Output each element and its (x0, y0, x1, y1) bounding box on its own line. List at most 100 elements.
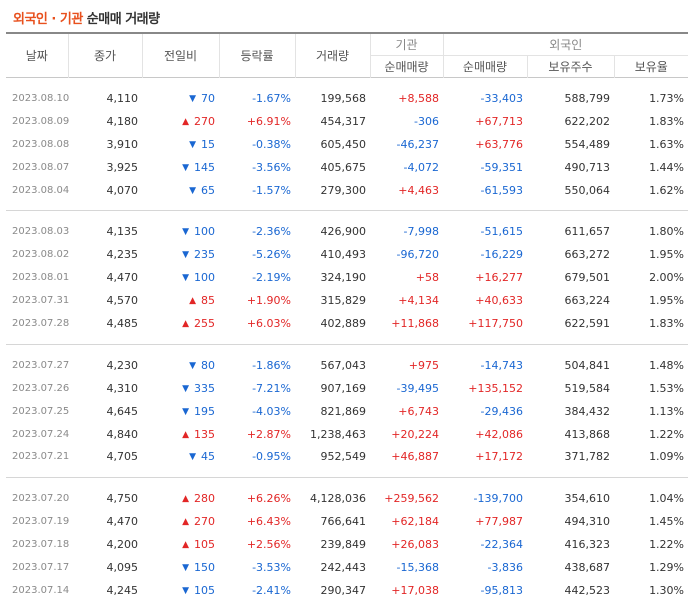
cell-holding-rate: 1.63% (649, 137, 685, 151)
cell-institution-net: -46,237 (396, 137, 439, 151)
panel-title: 외국인 · 기관 순매매 거래량 (13, 8, 160, 28)
cell-close: 3,910 (106, 137, 139, 151)
cell-holding-rate: 1.29% (649, 560, 685, 574)
down-arrow-icon: ▼ (182, 585, 189, 596)
cell-institution-net: +46,887 (391, 450, 439, 464)
cell-volume: 324,190 (320, 271, 367, 285)
cell-holdings: 679,501 (564, 271, 611, 285)
cell-close: 4,135 (106, 225, 139, 239)
cell-holdings: 588,799 (564, 91, 611, 105)
cell-foreign-net: -139,700 (473, 492, 523, 506)
cell-change-value: 15 (201, 137, 215, 151)
cell-holding-rate: 1.95% (649, 248, 685, 262)
cell-close: 4,750 (106, 492, 139, 506)
cell-institution-net: +17,038 (391, 583, 439, 597)
cell-close: 3,925 (106, 160, 139, 174)
cell-holding-rate: 1.04% (649, 492, 685, 506)
cell-change: ▼ 100 (142, 220, 219, 243)
up-arrow-icon: ▲ (182, 494, 189, 505)
header-rate: 등락률 (218, 33, 295, 78)
cell-close: 4,840 (106, 427, 139, 441)
header-foreign-group: 외국인 (442, 33, 689, 56)
cell-rate: +6.26% (246, 492, 291, 506)
cell-foreign-net: -3,836 (487, 560, 523, 574)
cell-institution-net: +4,134 (398, 294, 439, 308)
group-gap (6, 478, 688, 487)
cell-rate: -1.67% (252, 91, 291, 105)
cell-date: 2023.08.04 (12, 184, 70, 196)
cell-rate: +2.87% (246, 427, 291, 441)
cell-close: 4,235 (106, 248, 139, 262)
cell-holding-rate: 1.53% (649, 381, 685, 395)
group-gap (6, 602, 688, 611)
cell-holding-rate: 1.22% (649, 538, 685, 552)
cell-institution-net: -7,998 (403, 225, 439, 239)
cell-change: ▲ 270 (142, 510, 219, 533)
cell-foreign-net: -22,364 (480, 538, 523, 552)
cell-holdings: 490,713 (564, 160, 611, 174)
cell-volume: 279,300 (320, 183, 367, 197)
down-arrow-icon: ▼ (182, 383, 189, 394)
table-row: 2023.07.19 4,470 ▲ 270 +6.43% 766,641 +62,184 +… (6, 510, 688, 533)
cell-rate: -1.86% (252, 358, 291, 372)
table-row: 2023.07.17 4,095 ▼ 150 -3.53% 242,443 -15,368 -… (6, 556, 688, 579)
cell-institution-net: -306 (414, 114, 439, 128)
group-gap (6, 335, 688, 345)
cell-foreign-net: +77,987 (475, 515, 523, 529)
header-holding-rate: 보유율 (613, 55, 689, 78)
cell-close: 4,705 (106, 450, 139, 464)
cell-date: 2023.08.02 (12, 249, 70, 261)
cell-change: ▼ 45 (142, 445, 219, 468)
cell-date: 2023.08.09 (12, 115, 70, 127)
cell-institution-net: -4,072 (403, 160, 439, 174)
cell-rate: -7.21% (252, 381, 291, 395)
cell-foreign-net: +117,750 (468, 316, 523, 330)
header-institution-group: 기관 (369, 33, 443, 56)
down-arrow-icon: ▼ (189, 93, 196, 104)
header-institution-net: 순매매량 (369, 55, 443, 78)
cell-holdings: 504,841 (564, 358, 611, 372)
table-row: 2023.08.07 3,925 ▼ 145 -3.56% 405,675 -4,072 -5… (6, 156, 688, 179)
header-holdings: 보유주수 (526, 55, 614, 78)
cell-change: ▼ 70 (142, 87, 219, 110)
cell-rate: -0.95% (252, 450, 291, 464)
cell-change: ▼ 195 (142, 400, 219, 423)
down-arrow-icon: ▼ (189, 185, 196, 196)
table-row: 2023.07.20 4,750 ▲ 280 +6.26% 4,128,036 +259,5… (6, 487, 688, 510)
cell-change: ▼ 15 (142, 133, 219, 156)
cell-change: ▲ 280 (142, 487, 219, 510)
header-date: 날짜 (25, 49, 48, 63)
cell-date: 2023.08.07 (12, 161, 70, 173)
cell-volume: 426,900 (320, 225, 367, 239)
cell-foreign-net: +40,633 (475, 294, 523, 308)
table-row: 2023.08.04 4,070 ▼ 65 -1.57% 279,300 +4,463 -61… (6, 179, 688, 202)
table-row: 2023.07.18 4,200 ▲ 105 +2.56% 239,849 +26,083 -… (6, 533, 688, 556)
cell-date: 2023.07.17 (12, 561, 70, 573)
down-arrow-icon: ▼ (189, 360, 196, 371)
cell-holding-rate: 1.73% (649, 91, 685, 105)
cell-change: ▲ 270 (142, 110, 219, 133)
cell-foreign-net: +67,713 (475, 114, 523, 128)
down-arrow-icon: ▼ (182, 227, 189, 238)
cell-volume: 242,443 (320, 560, 367, 574)
cell-change-value: 270 (194, 515, 215, 529)
down-arrow-icon: ▼ (182, 273, 189, 284)
cell-close: 4,200 (106, 538, 139, 552)
cell-foreign-net: +17,172 (475, 450, 523, 464)
cell-holdings: 663,224 (564, 294, 611, 308)
cell-institution-net: -96,720 (396, 248, 439, 262)
header-close: 종가 (67, 33, 142, 78)
cell-institution-net: +20,224 (391, 427, 439, 441)
cell-volume: 766,641 (320, 515, 367, 529)
table-row: 2023.07.14 4,245 ▼ 105 -2.41% 290,347 +17,038 -… (6, 579, 688, 602)
cell-close: 4,110 (106, 91, 139, 105)
cell-change-value: 80 (201, 358, 215, 372)
cell-rate: -2.41% (252, 583, 291, 597)
cell-change-value: 100 (194, 271, 215, 285)
cell-change: ▼ 80 (142, 354, 219, 377)
cell-institution-net: +259,562 (384, 492, 439, 506)
up-arrow-icon: ▲ (182, 540, 189, 551)
down-arrow-icon: ▼ (182, 162, 189, 173)
cell-holdings: 622,591 (564, 316, 611, 330)
cell-volume: 454,317 (320, 114, 367, 128)
